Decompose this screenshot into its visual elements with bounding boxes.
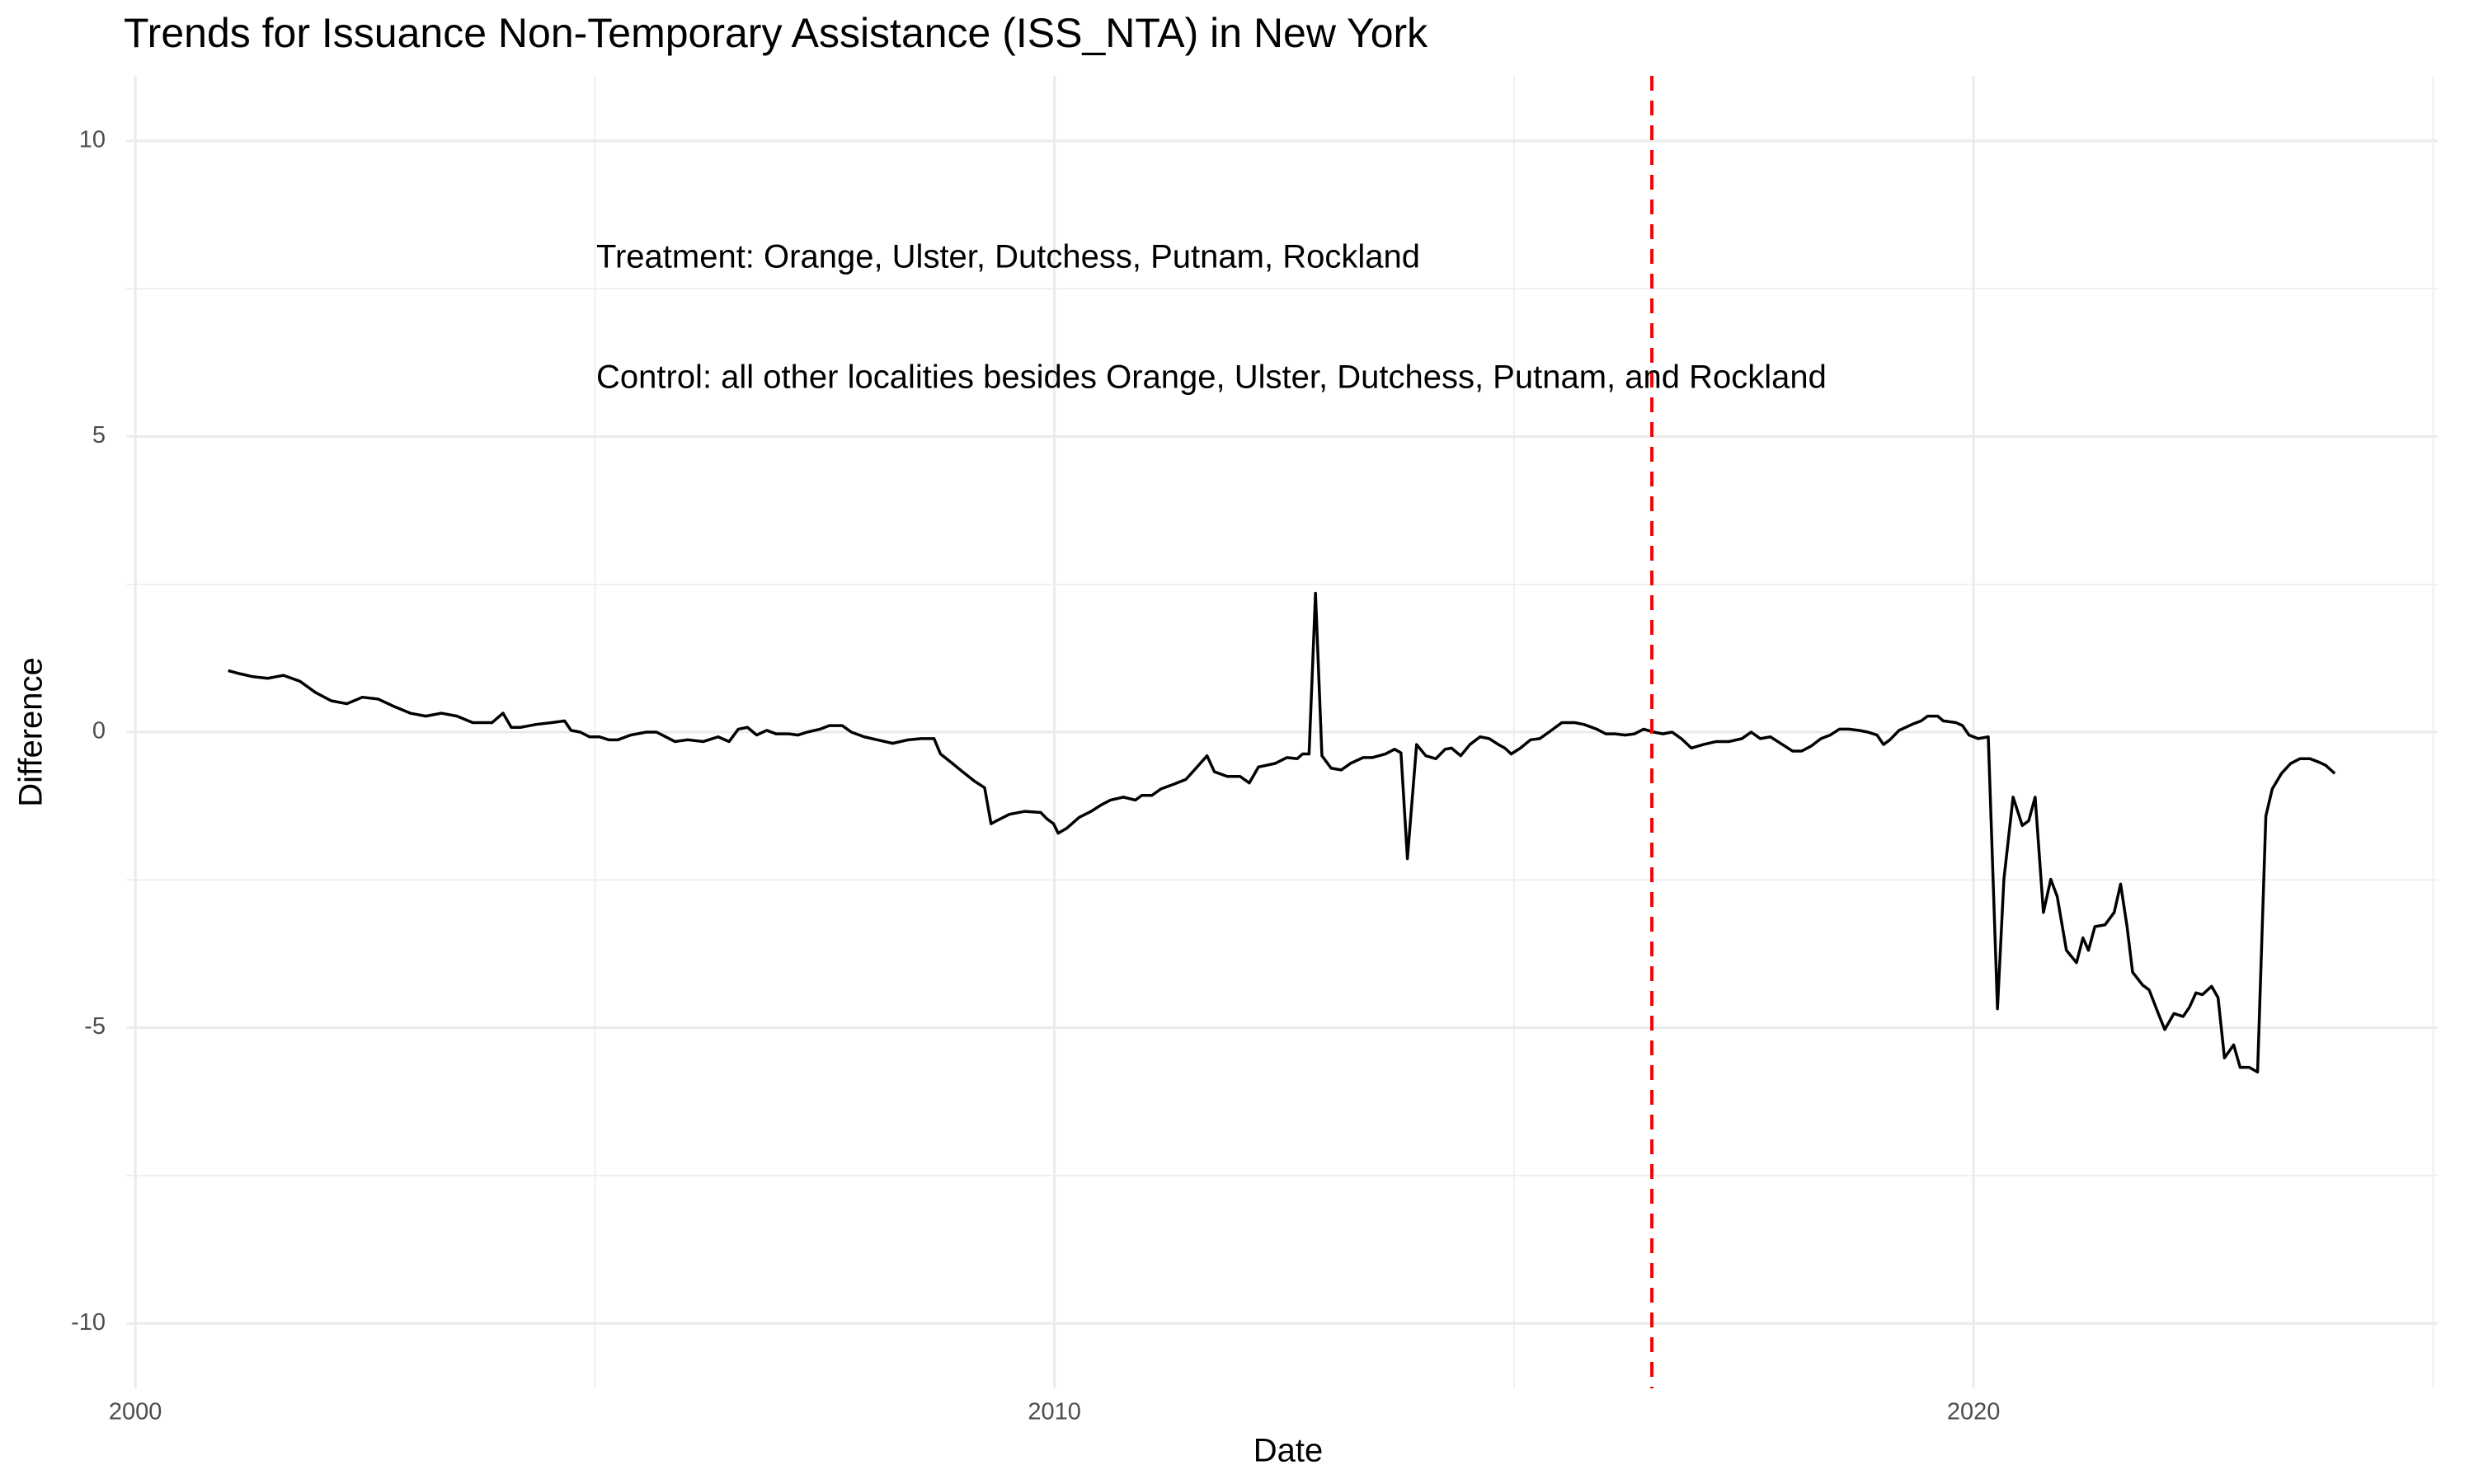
x-axis-title: Date [1253,1433,1324,1469]
y-tick-label: 5 [92,422,106,448]
chart-title: Trends for Issuance Non-Temporary Assist… [124,10,1428,56]
annotation: Treatment: Orange, Ulster, Dutchess, Put… [596,239,1420,275]
y-tick-label: -10 [71,1309,106,1336]
data-line [228,591,2336,1074]
x-tick-label: 2010 [1028,1399,1081,1425]
x-tick-label: 2000 [109,1399,162,1425]
y-tick-label: -5 [84,1013,106,1040]
y-tick-label: 0 [92,718,106,744]
y-tick-label: 10 [79,127,106,153]
annotation: Control: all other localities besides Or… [596,359,1827,396]
y-axis-title: Difference [13,657,49,807]
x-tick-label: 2020 [1947,1399,2001,1425]
